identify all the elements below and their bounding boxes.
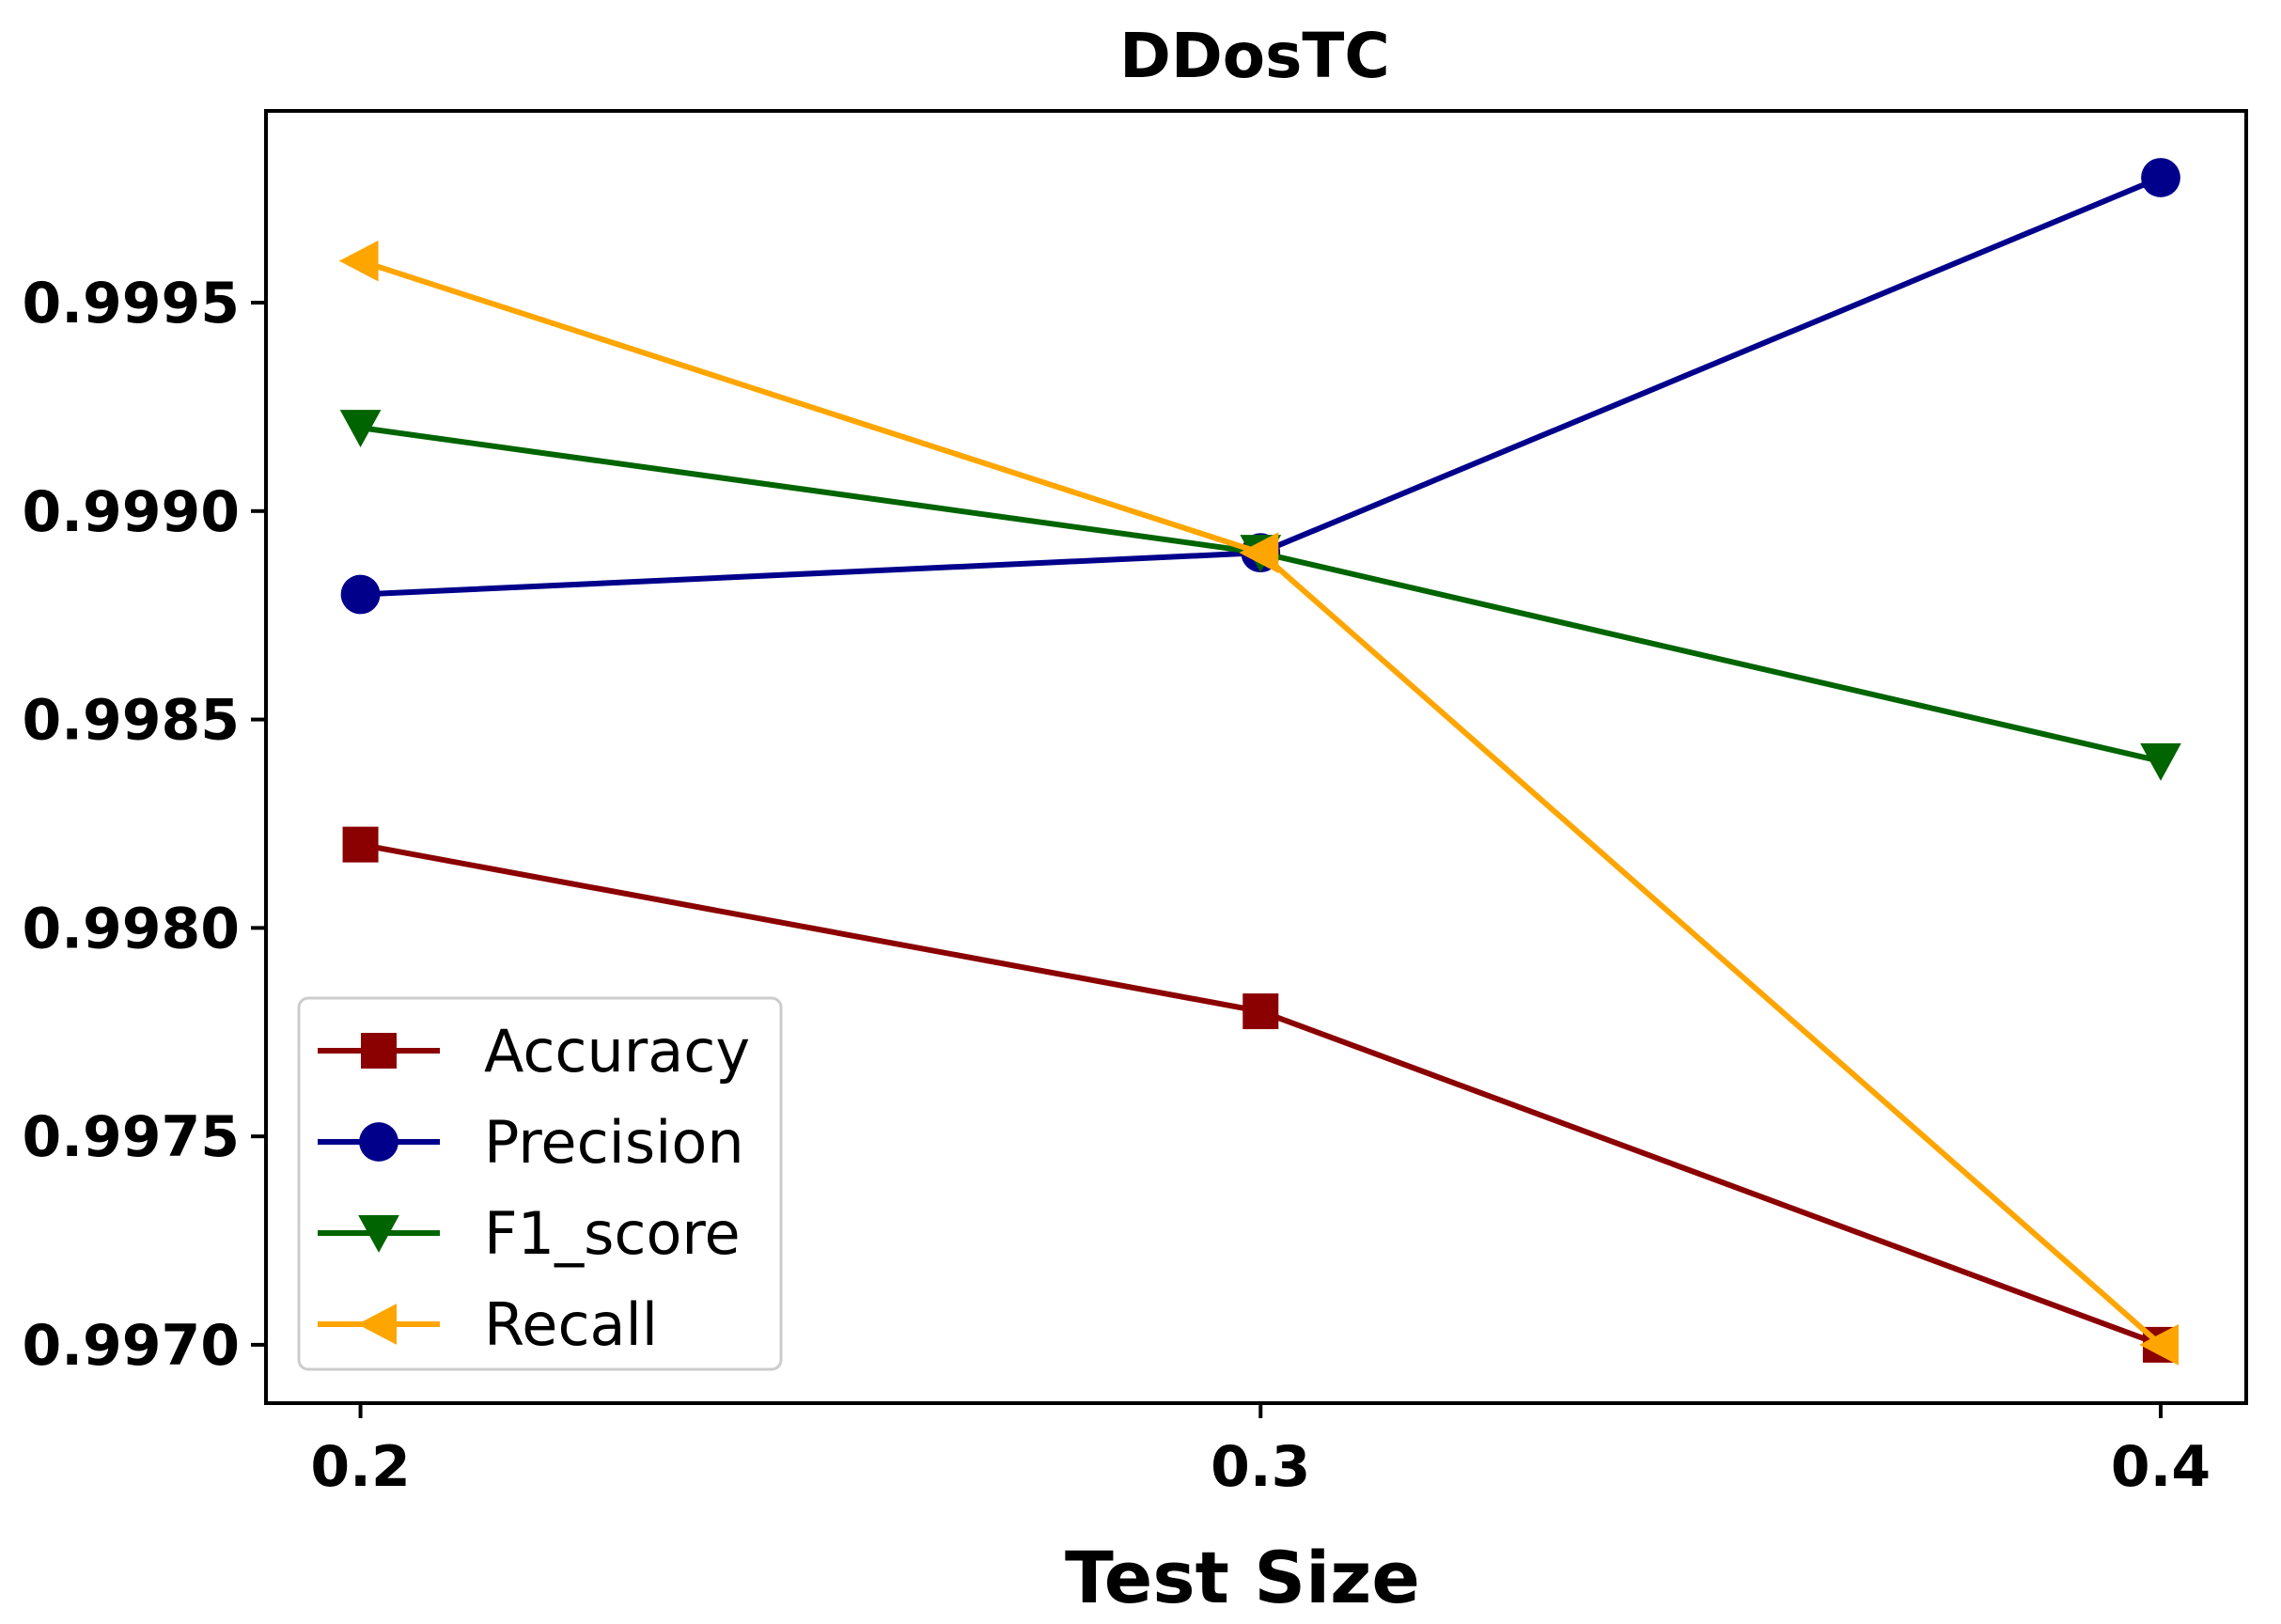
series-layer bbox=[338, 158, 2181, 1366]
y-axis: 0.9970 0.9975 0.9980 0.9985 0.9990 0.9995 bbox=[22, 271, 266, 1379]
y-tick-label: 0.9990 bbox=[22, 479, 240, 545]
plot-area-frame bbox=[264, 109, 2248, 1405]
x-tick-label: 0.3 bbox=[1211, 1434, 1310, 1500]
y-tick-label: 0.9985 bbox=[22, 688, 240, 754]
legend-marker-precision bbox=[359, 1122, 398, 1162]
data-point-precision bbox=[340, 574, 381, 615]
data-point-accuracy bbox=[342, 826, 379, 863]
legend-marker-accuracy bbox=[361, 1033, 397, 1069]
legend-marker-f1-score bbox=[358, 1215, 399, 1253]
data-point-recall bbox=[338, 240, 379, 282]
legend: Accuracy Precision F1_score Recall bbox=[297, 996, 783, 1371]
legend-label-accuracy: Accuracy bbox=[484, 1017, 750, 1085]
series-line-precision bbox=[360, 175, 2163, 598]
legend-label-recall: Recall bbox=[484, 1290, 658, 1359]
data-point-precision bbox=[2141, 158, 2180, 197]
y-tick-label: 0.9980 bbox=[22, 896, 240, 961]
legend-label-f1-score: F1_score bbox=[484, 1199, 741, 1268]
legend-frame bbox=[297, 996, 783, 1371]
data-point-recall bbox=[2139, 1324, 2179, 1366]
y-tick-label: 0.9995 bbox=[22, 271, 240, 336]
data-point-f1-score bbox=[339, 410, 382, 447]
y-tick-label: 0.9970 bbox=[22, 1313, 240, 1379]
data-point-recall bbox=[1239, 532, 1279, 574]
series-f1-score bbox=[339, 410, 2181, 781]
y-tick-label: 0.9975 bbox=[22, 1104, 240, 1170]
series-line-f1-score bbox=[360, 425, 2162, 764]
x-tick-label: 0.2 bbox=[310, 1434, 410, 1500]
x-axis: 0.2 0.3 0.4 bbox=[310, 1403, 2211, 1500]
chart-title: DDosTC bbox=[1119, 20, 1390, 92]
data-point-accuracy bbox=[1242, 993, 1279, 1030]
x-tick-label: 0.4 bbox=[2111, 1434, 2211, 1500]
data-point-f1-score bbox=[2140, 742, 2181, 781]
legend-marker-recall bbox=[357, 1304, 397, 1345]
legend-label-precision: Precision bbox=[484, 1108, 744, 1177]
series-recall bbox=[338, 240, 2179, 1366]
x-axis-label: Test Size bbox=[1065, 1536, 1420, 1619]
